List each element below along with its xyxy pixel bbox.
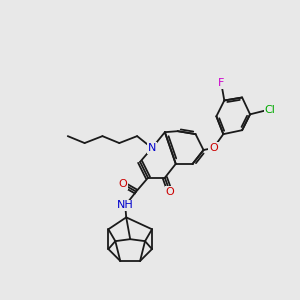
Text: F: F: [218, 78, 224, 88]
Text: O: O: [209, 143, 218, 153]
Text: O: O: [165, 187, 174, 196]
Text: O: O: [118, 179, 127, 189]
Text: N: N: [148, 143, 156, 153]
Text: NH: NH: [117, 200, 134, 211]
Text: Cl: Cl: [264, 105, 275, 116]
